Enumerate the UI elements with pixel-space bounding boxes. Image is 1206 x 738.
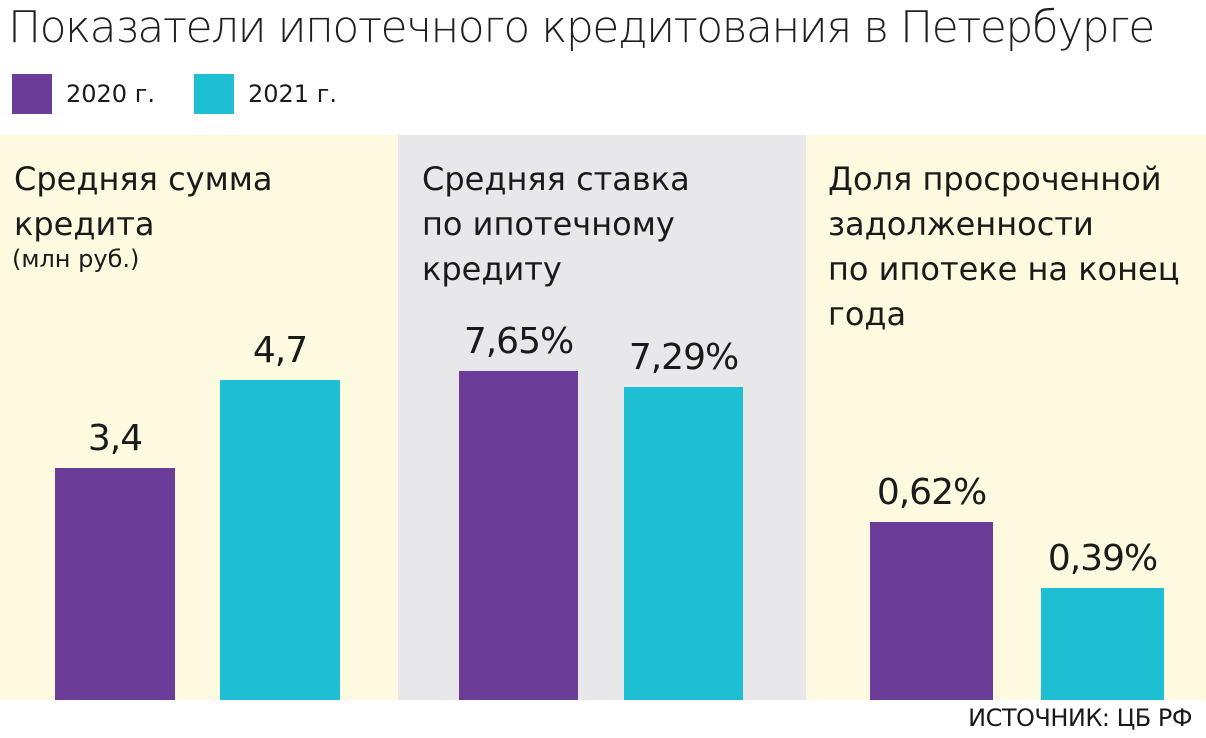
panel-overdue-share: Доля просроченной задолженности по ипоте… (806, 135, 1206, 700)
bar-average-rate-2021 (624, 386, 743, 700)
legend-swatch-2020 (12, 74, 52, 114)
bar-label-overdue-share-2020: 0,62% (876, 472, 987, 514)
bar-label-average-rate-2021: 7,29% (628, 336, 739, 378)
bar-average-loan-2020 (55, 468, 175, 700)
panel-title-average-rate: Средняя ставка по ипотечному кредиту (422, 160, 690, 288)
source-note: ИСТОЧНИК: ЦБ РФ (968, 704, 1192, 732)
panel-title-overdue-share: Доля просроченной задолженности по ипоте… (828, 160, 1180, 333)
bar-overdue-share-2021 (1041, 588, 1164, 700)
bar-label-average-loan-2021: 4,7 (252, 329, 308, 371)
legend-label-2020: 2020 г. (66, 80, 155, 108)
bar-overdue-share-2020 (870, 522, 993, 700)
bar-label-average-rate-2020: 7,65% (463, 321, 574, 363)
panel-title-average-loan: Средняя сумма кредита (14, 160, 273, 243)
panel-unit-average-loan: (млн руб.) (12, 245, 140, 273)
panel-average-loan: Средняя сумма кредита (млн руб.) 3,4 4,7 (0, 135, 398, 700)
bar-average-rate-2020 (459, 371, 578, 700)
chart-title: Показатели ипотечного кредитования в Пет… (8, 2, 1155, 53)
bar-average-loan-2021 (220, 379, 340, 700)
legend-label-2021: 2021 г. (248, 80, 337, 108)
bar-label-average-loan-2020: 3,4 (87, 418, 143, 460)
legend-swatch-2021 (194, 74, 234, 114)
panel-average-rate: Средняя ставка по ипотечному кредиту 7,6… (398, 135, 806, 700)
bar-label-overdue-share-2021: 0,39% (1047, 538, 1158, 580)
